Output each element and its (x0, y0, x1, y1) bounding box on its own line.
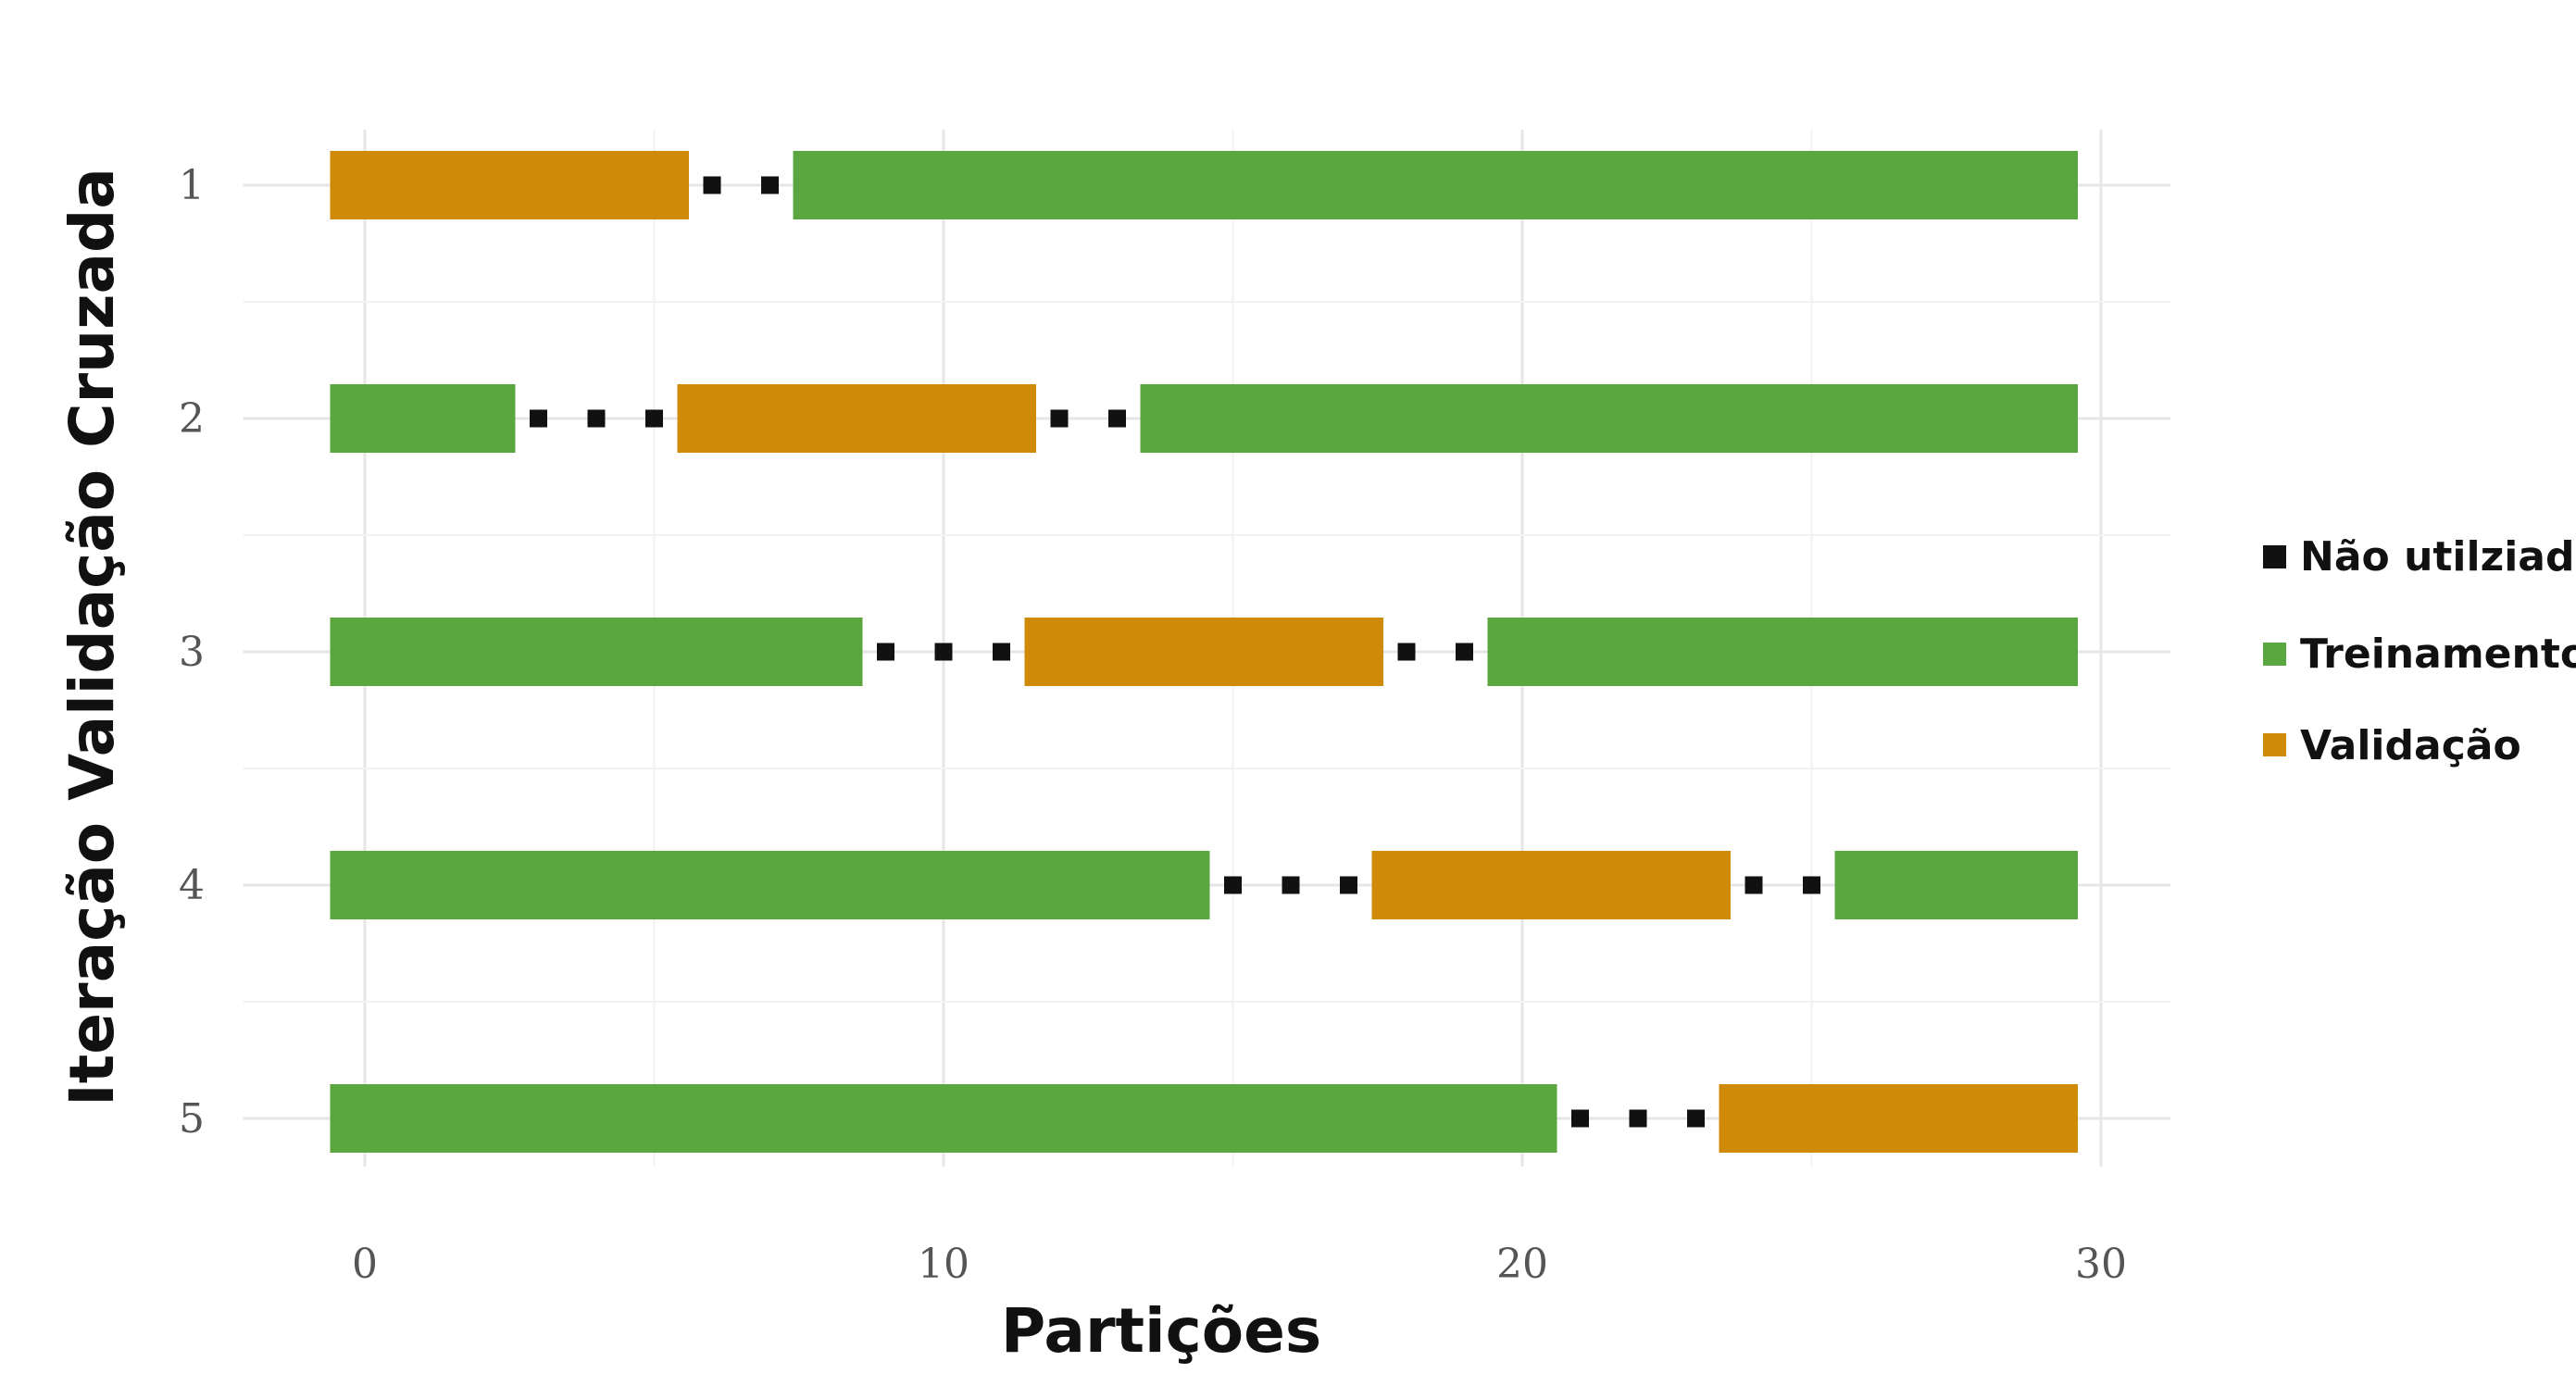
unused-marker (993, 643, 1010, 661)
unused-marker (1803, 876, 1820, 894)
unused-marker (761, 176, 779, 194)
unused-marker (1224, 876, 1242, 894)
unused-marker (1050, 409, 1069, 428)
training-bar (1140, 384, 2078, 453)
y-axis-title: Iteração Validação Cruzada (56, 168, 128, 1106)
iteration-row-4 (330, 851, 2078, 919)
y-tick-label: 4 (179, 862, 205, 909)
unused-marker (1629, 1109, 1647, 1128)
unused-marker (1456, 643, 1473, 661)
iteration-row-5 (330, 1084, 2078, 1153)
unused-marker (1397, 643, 1416, 661)
x-tick-label: 10 (918, 1241, 969, 1288)
training-bar (330, 384, 516, 453)
iteration-row-1 (330, 151, 2078, 219)
plot-area (330, 151, 2078, 1153)
unused-marker (1571, 1109, 1589, 1128)
training-bar (1487, 618, 2078, 686)
validation-bar (677, 384, 1036, 453)
axis-ticks: 0 10 20 30 1 2 3 4 5 (179, 162, 2127, 1288)
unused-marker (530, 409, 547, 428)
legend-swatch-valid (2263, 733, 2286, 756)
legend-swatch-unused (2263, 545, 2286, 568)
validation-bar (1371, 851, 1731, 919)
unused-marker (1282, 876, 1300, 894)
iteration-row-3 (330, 618, 2078, 686)
unused-marker (877, 643, 894, 661)
legend-swatch-train (2263, 643, 2286, 666)
x-axis-title: Partições (1001, 1295, 1321, 1367)
unused-marker (1340, 876, 1357, 894)
unused-marker (934, 643, 953, 661)
validation-bar (1719, 1084, 2078, 1153)
legend-label-unused: Não utilziado (2300, 533, 2576, 581)
training-bar (330, 851, 1210, 919)
unused-marker (587, 409, 606, 428)
y-tick-label: 2 (179, 395, 205, 443)
unused-marker (645, 409, 663, 428)
training-bar (793, 151, 2078, 219)
validation-bar (330, 151, 689, 219)
unused-marker (1687, 1109, 1705, 1128)
x-tick-label: 0 (352, 1241, 378, 1288)
x-tick-label: 20 (1496, 1241, 1548, 1288)
training-bar (1834, 851, 2078, 919)
y-tick-label: 5 (179, 1095, 205, 1143)
unused-marker (703, 176, 721, 194)
iteration-row-2 (330, 384, 2078, 453)
x-tick-label: 30 (2075, 1241, 2127, 1288)
legend-label-train: Treinamento (2300, 631, 2576, 678)
training-bar (330, 618, 863, 686)
legend-label-valid: Validação (2300, 722, 2521, 769)
training-bar (330, 1084, 1557, 1153)
legend: Não utilziado Treinamento Validação (2263, 533, 2576, 769)
y-tick-label: 3 (179, 629, 205, 676)
validation-bar (1024, 618, 1383, 686)
y-tick-label: 1 (179, 162, 205, 209)
unused-marker (1744, 876, 1763, 894)
unused-marker (1108, 409, 1126, 428)
